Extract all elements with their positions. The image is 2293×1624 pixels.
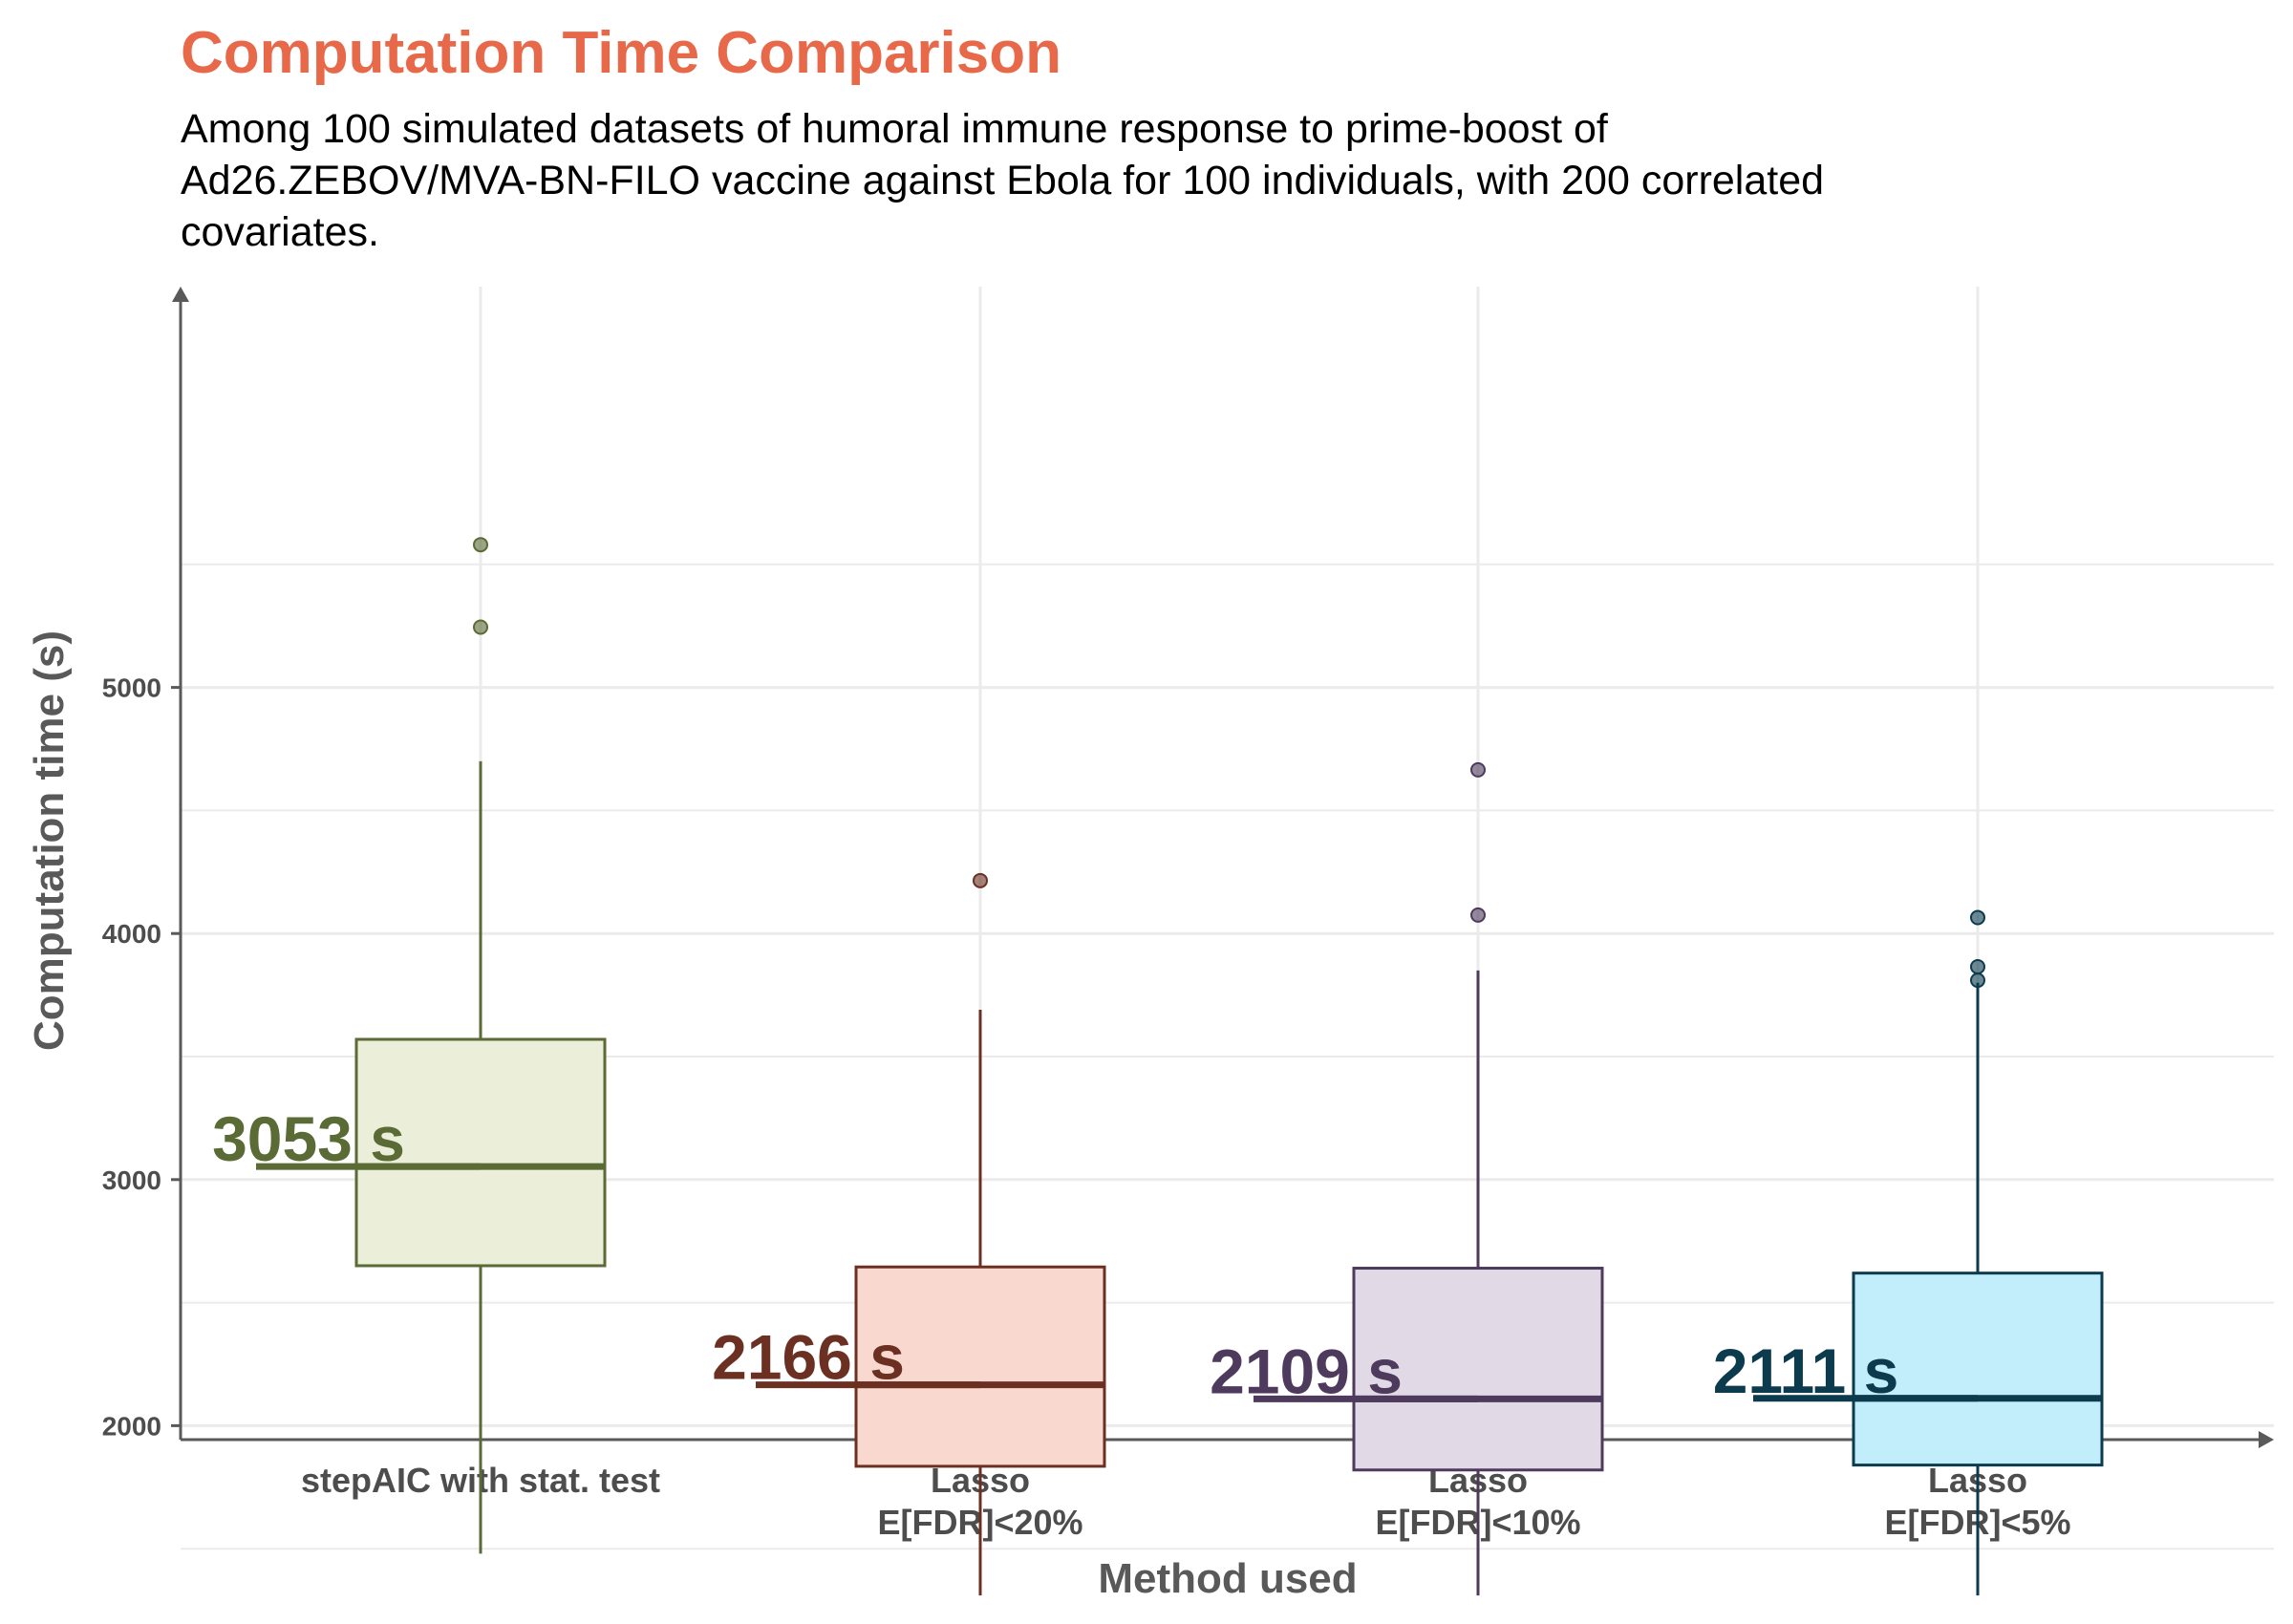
- outlier-point: [1970, 972, 1985, 989]
- chart-title: Computation Time Comparison: [181, 20, 1062, 86]
- outlier-point: [1970, 909, 1985, 926]
- outlier-point: [973, 872, 988, 888]
- y-tick-label: 4000: [102, 919, 161, 949]
- outlier-point: [1470, 907, 1486, 923]
- median-label: 2109 s: [1210, 1336, 1403, 1406]
- median-label: 3053 s: [212, 1103, 405, 1174]
- box-group: [854, 872, 1106, 1596]
- outlier-point: [473, 537, 488, 553]
- chart-subtitle: Among 100 simulated datasets of humoral …: [181, 106, 1825, 255]
- outlier-point: [1470, 761, 1486, 778]
- boxes: [354, 537, 2104, 1596]
- median-label: 2166 s: [712, 1322, 905, 1393]
- box-iqr: [1352, 1267, 1604, 1472]
- x-axis-arrow-icon: [2259, 1431, 2274, 1448]
- box-iqr: [354, 1037, 607, 1268]
- median-label: 2111 s: [1713, 1336, 1899, 1406]
- y-tick-label: 3000: [102, 1165, 161, 1195]
- y-tick-label: 5000: [102, 673, 161, 703]
- y-tick-label: 2000: [102, 1411, 161, 1441]
- box-group: [1352, 761, 1604, 1596]
- box-group: [1852, 909, 2104, 1596]
- x-axis-title: Method used: [1098, 1555, 1357, 1602]
- box-iqr: [1852, 1271, 2104, 1467]
- median-labels: 3053 s 2166 s 2109 s 2111 s: [212, 1103, 1978, 1406]
- outlier-point: [1970, 958, 1985, 974]
- outlier-point: [473, 619, 488, 635]
- y-axis-arrow-icon: [172, 287, 189, 302]
- box-iqr: [854, 1265, 1106, 1468]
- y-axis-title: Computation time (s): [26, 630, 73, 1051]
